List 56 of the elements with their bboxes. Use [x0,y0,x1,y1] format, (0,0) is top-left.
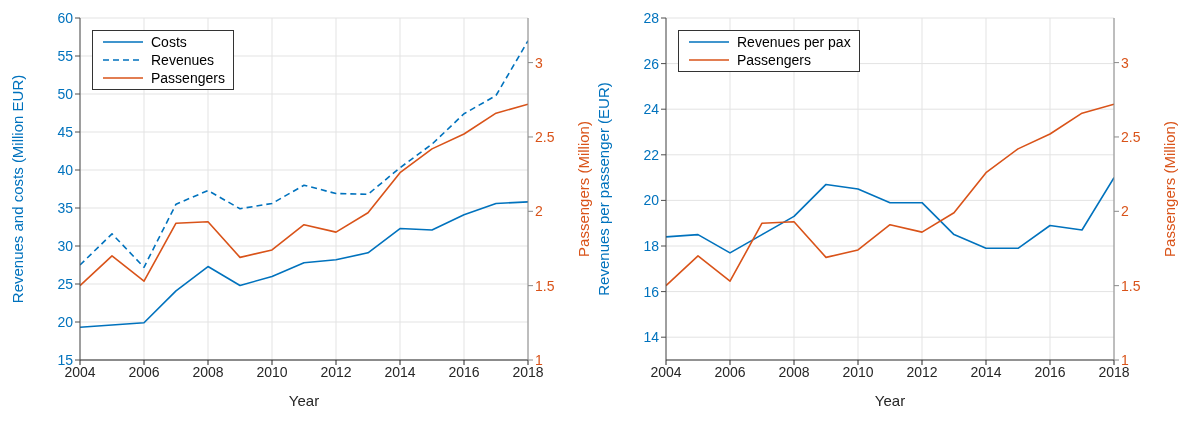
y-tick-label: 26 [643,55,660,72]
y-tick-label: 22 [643,146,660,163]
y-tick-label: 55 [57,47,74,64]
y2-tick-label: 3 [1121,54,1129,71]
x-tick-label: 2006 [714,363,746,380]
y-tick-label: 15 [57,351,74,368]
y-tick-label: 24 [643,101,660,118]
y-tick-label: 20 [643,192,660,209]
y2-tick-label: 1 [1121,351,1129,368]
y2-tick-label: 2.5 [1121,128,1141,145]
legend-label: Passengers [151,69,225,87]
legend-label: Revenues [151,51,215,69]
x-tick-label: 2012 [320,363,352,380]
legend-label: Passengers [737,51,811,69]
y-tick-label: 45 [57,123,74,140]
y2-axis-title: Passengers (Million) [575,121,593,257]
y2-tick-label: 2.5 [535,128,555,145]
y-tick-label: 16 [643,283,660,300]
y-tick-label: 40 [57,161,74,178]
legend-label: Revenues per pax [737,33,851,51]
y-tick-label: 35 [57,199,74,216]
y-tick-label: 20 [57,313,74,330]
y2-tick-label: 1.5 [1121,277,1141,294]
x-tick-label: 2006 [128,363,160,380]
x-tick-label: 2010 [842,363,874,380]
x-axis-title: Year [288,392,320,409]
x-tick-label: 2014 [384,363,416,380]
x-tick-label: 2004 [650,363,682,380]
x-tick-label: 2016 [1034,363,1066,380]
legend-label: Costs [151,33,187,51]
y2-tick-label: 1 [535,351,543,368]
x-tick-label: 2008 [192,363,224,380]
y2-axis-title: Passengers (Million) [1161,121,1179,257]
y2-tick-label: 1.5 [535,277,555,294]
x-tick-label: 2014 [970,363,1002,380]
x-tick-label: 2012 [906,363,938,380]
y2-tick-label: 2 [535,203,543,220]
y-tick-label: 25 [57,275,74,292]
y-tick-label: 50 [57,85,74,102]
y2-tick-label: 3 [535,54,543,71]
line-series [80,201,528,329]
y-tick-label: 30 [57,237,74,254]
x-tick-label: 2008 [778,363,810,380]
y-tick-label: 60 [57,9,74,26]
x-tick-label: 2016 [448,363,480,380]
line-series [666,176,1114,254]
y-tick-label: 28 [643,9,660,26]
y2-tick-label: 2 [1121,203,1129,220]
x-tick-label: 2010 [256,363,288,380]
x-axis-title: Year [874,392,906,409]
y-tick-label: 14 [643,329,660,346]
y-axis-title: Revenues per passenger (EUR) [595,82,613,296]
line-series [80,103,528,287]
line-series [666,103,1114,287]
y-axis-title: Revenues and costs (Million EUR) [9,74,27,304]
y-tick-label: 18 [643,237,660,254]
